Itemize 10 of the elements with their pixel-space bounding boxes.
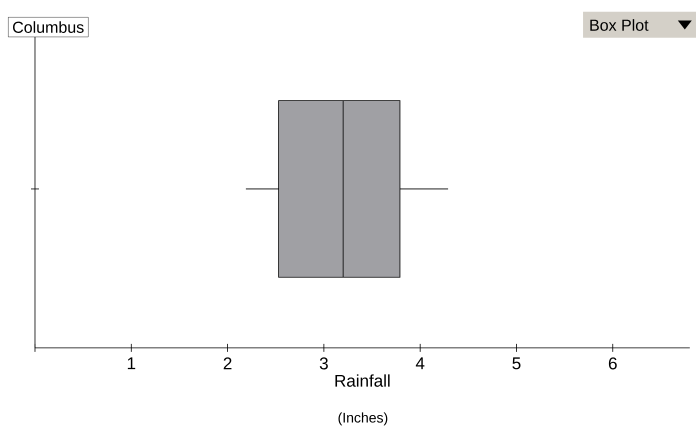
x-tick-label: 5 bbox=[512, 357, 520, 370]
annotation: Box Plot bbox=[590, 19, 648, 31]
x-tick-label: 4 bbox=[416, 357, 424, 370]
chart-title: Columbus bbox=[13, 21, 84, 33]
x-tick-label: 6 bbox=[608, 357, 617, 370]
x-tick-label: 1 bbox=[128, 357, 136, 370]
text: (Inches) bbox=[338, 412, 388, 426]
x-tick-label: 2 bbox=[224, 357, 232, 370]
x-tick-label: 3 bbox=[320, 357, 328, 370]
x-axis-title: Rainfall bbox=[335, 374, 390, 387]
